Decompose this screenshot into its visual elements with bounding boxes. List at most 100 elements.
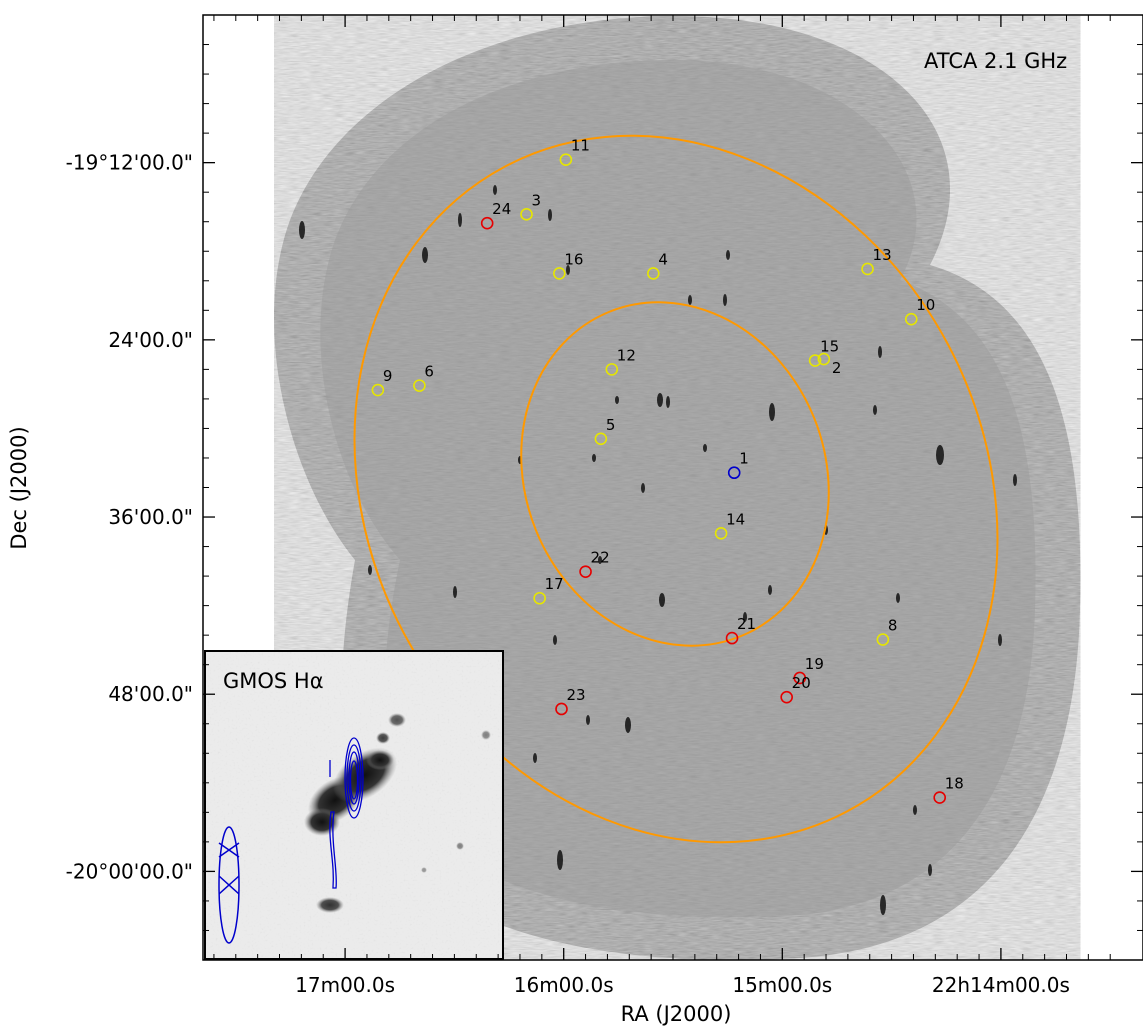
chart-title: ATCA 2.1 GHz bbox=[924, 49, 1067, 73]
source-marker-6 bbox=[413, 379, 426, 392]
radio-blob bbox=[299, 221, 305, 239]
radio-blob bbox=[913, 805, 917, 815]
inner-ellipse bbox=[520, 301, 830, 647]
source-marker-13 bbox=[861, 262, 874, 276]
radio-blob bbox=[880, 895, 886, 915]
radio-blob bbox=[598, 556, 602, 564]
radio-blob bbox=[659, 593, 665, 607]
source-marker-17 bbox=[533, 591, 546, 605]
inset-label: GMOS Hα bbox=[223, 669, 324, 693]
x-tick-label: 17m00.0s bbox=[295, 973, 395, 997]
radio-blob bbox=[873, 405, 877, 415]
radio-blob bbox=[657, 393, 663, 407]
radio-blob bbox=[768, 585, 772, 595]
x-tick-label: 16m00.0s bbox=[514, 973, 614, 997]
radio-blob bbox=[557, 850, 563, 870]
source-label-20: 20 bbox=[792, 674, 811, 692]
x-tick-label: 22h14m00.0s bbox=[932, 973, 1070, 997]
source-label-19: 19 bbox=[805, 655, 824, 673]
source-marker-12 bbox=[605, 363, 619, 376]
radio-blob bbox=[936, 445, 944, 465]
source-label-16: 16 bbox=[564, 250, 583, 268]
source-marker-8 bbox=[876, 633, 890, 646]
source-marker-2 bbox=[817, 352, 831, 366]
source-label-4: 4 bbox=[658, 250, 668, 268]
source-marker-10 bbox=[904, 312, 918, 326]
x-tick-label: 15m00.0s bbox=[732, 973, 832, 997]
source-label-14: 14 bbox=[726, 510, 745, 528]
radio-blob bbox=[769, 403, 775, 421]
source-markers: 123456789101112131415161718192021222324 bbox=[371, 137, 964, 804]
source-marker-14 bbox=[714, 526, 728, 540]
source-label-6: 6 bbox=[424, 363, 434, 381]
radio-blob bbox=[896, 593, 900, 603]
source-marker-1 bbox=[727, 466, 741, 480]
y-tick-label: 24'00.0" bbox=[108, 328, 193, 352]
y-tick-label: 36'00.0" bbox=[108, 505, 193, 529]
source-marker-23 bbox=[555, 702, 568, 716]
x-axis-ticks: 17m00.0s 16m00.0s 15m00.0s 22h14m00.0s bbox=[213, 15, 1111, 997]
radio-blob bbox=[533, 753, 537, 763]
source-marker-3 bbox=[520, 208, 533, 221]
y-tick-label: 48'00.0" bbox=[108, 682, 193, 706]
radio-blob bbox=[743, 612, 747, 622]
source-marker-15 bbox=[808, 354, 822, 367]
radio-blob bbox=[726, 250, 730, 260]
radio-blob bbox=[566, 265, 570, 275]
radio-blob bbox=[453, 586, 457, 598]
y-axis-title: Dec (J2000) bbox=[7, 426, 31, 549]
radio-blob bbox=[548, 209, 552, 221]
radio-blob bbox=[703, 444, 707, 452]
y-axis-ticks: -19°12'00.0" 24'00.0" 36'00.0" 48'00.0" -20°… bbox=[66, 44, 1143, 931]
source-label-22: 22 bbox=[591, 549, 610, 567]
radio-blob bbox=[878, 346, 882, 358]
source-marker-16 bbox=[553, 267, 566, 280]
radio-blob bbox=[458, 213, 462, 227]
source-label-23: 23 bbox=[567, 686, 586, 704]
radio-sources bbox=[299, 185, 1017, 915]
source-marker-20 bbox=[780, 690, 793, 704]
radio-blob bbox=[422, 247, 428, 263]
sensitivity-contours bbox=[353, 134, 999, 844]
source-marker-24 bbox=[480, 216, 494, 230]
source-label-5: 5 bbox=[606, 416, 616, 434]
inset-panel: GMOS Hα bbox=[204, 650, 504, 960]
source-label-24: 24 bbox=[492, 200, 511, 218]
radio-blob bbox=[1013, 474, 1017, 486]
radio-blob bbox=[592, 454, 596, 462]
radio-blob bbox=[666, 396, 670, 408]
source-label-2: 2 bbox=[832, 359, 842, 377]
inset-galaxy bbox=[218, 713, 491, 944]
source-label-8: 8 bbox=[888, 617, 898, 635]
source-label-12: 12 bbox=[617, 346, 636, 364]
radio-blob bbox=[998, 634, 1002, 646]
source-label-17: 17 bbox=[545, 575, 564, 593]
source-label-3: 3 bbox=[532, 191, 542, 209]
source-marker-22 bbox=[579, 565, 592, 578]
radio-blob bbox=[493, 185, 497, 195]
source-label-1: 1 bbox=[739, 450, 749, 468]
radio-blob bbox=[723, 294, 727, 306]
beam-ellipse bbox=[218, 826, 240, 944]
source-marker-11 bbox=[559, 153, 573, 167]
source-label-10: 10 bbox=[916, 296, 935, 314]
y-tick-label: -19°12'00.0" bbox=[66, 151, 193, 175]
source-marker-18 bbox=[933, 791, 946, 804]
radio-blob bbox=[615, 396, 619, 404]
source-label-9: 9 bbox=[383, 367, 393, 385]
radio-blob bbox=[641, 483, 645, 493]
source-label-18: 18 bbox=[945, 775, 964, 793]
source-label-11: 11 bbox=[571, 137, 590, 155]
source-marker-4 bbox=[647, 267, 660, 280]
radio-blob bbox=[928, 864, 932, 876]
source-marker-5 bbox=[594, 432, 608, 446]
source-label-21: 21 bbox=[737, 615, 756, 633]
source-marker-9 bbox=[371, 383, 385, 397]
radio-blob bbox=[688, 295, 692, 305]
outer-ellipse bbox=[353, 134, 999, 844]
radio-blob bbox=[553, 635, 557, 645]
x-axis-title: RA (J2000) bbox=[621, 1002, 732, 1026]
source-label-15: 15 bbox=[820, 338, 839, 356]
source-marker-19 bbox=[793, 671, 807, 685]
